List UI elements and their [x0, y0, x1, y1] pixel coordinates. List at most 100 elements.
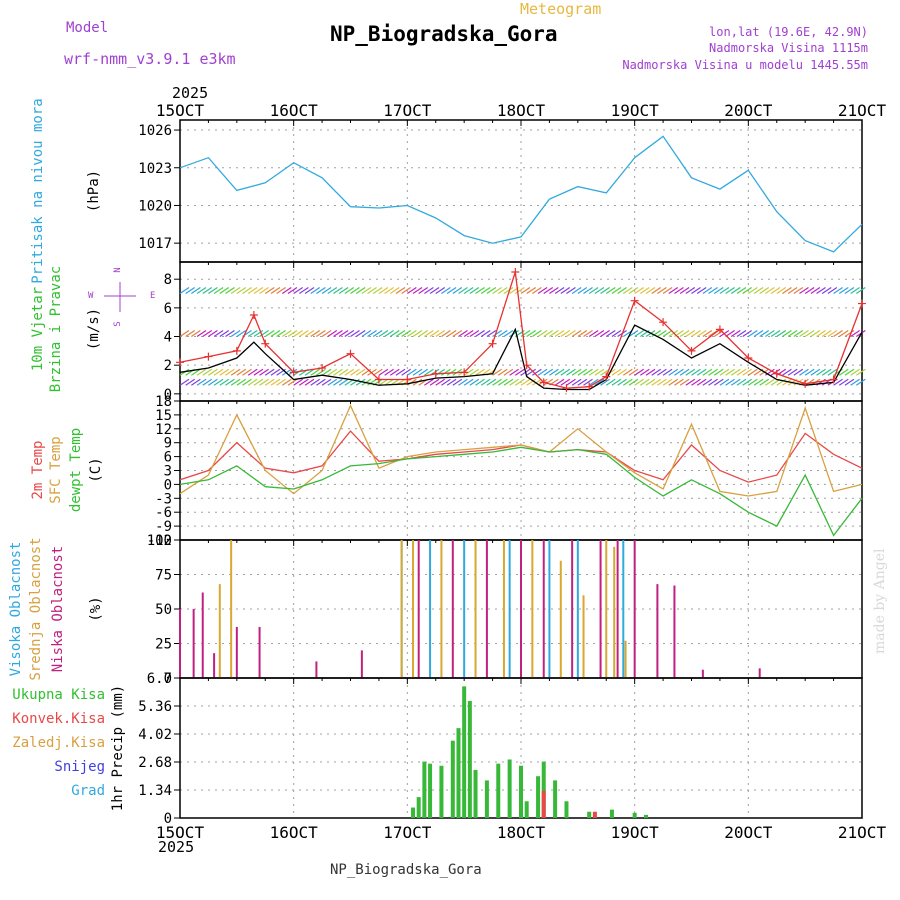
wind-barb: [628, 378, 639, 386]
wind-barb: [583, 330, 593, 338]
wind-barb: [662, 330, 673, 338]
precip-total-bar: [467, 700, 472, 818]
wind-barb: [475, 378, 485, 386]
wind-barb: [736, 287, 747, 295]
wind-barb: [208, 330, 218, 338]
wind-barb: [497, 287, 508, 295]
wind-barb: [350, 287, 360, 295]
model-elevation: Nadmorska Visina u modelu 1445.55m: [622, 58, 868, 72]
wind-ylabel: (m/s): [86, 308, 102, 350]
wind-barb: [685, 287, 696, 295]
precip-total-bar: [644, 814, 649, 818]
wind-barb: [344, 330, 355, 338]
wind-barb: [247, 330, 258, 338]
wind-barb: [287, 287, 298, 295]
wind-gust-marker: [488, 339, 497, 348]
precip-total-bar: [519, 765, 523, 818]
wind-barb: [225, 287, 235, 295]
wind-barb: [463, 368, 474, 376]
wind-barb: [850, 330, 860, 338]
wind-barb: [810, 287, 821, 295]
wind-barb: [247, 287, 258, 295]
wind-barb: [537, 287, 548, 295]
pressure-ytick-label: 1017: [138, 236, 172, 252]
wind-barb: [838, 368, 849, 376]
wind-barb: [645, 287, 656, 295]
wind-barb: [844, 378, 855, 386]
wind-barb: [566, 368, 576, 376]
wind-barb: [350, 368, 360, 376]
wind-barb: [452, 378, 463, 386]
wind-barb: [327, 287, 338, 295]
wind-barb: [855, 378, 866, 386]
wind-barb: [378, 330, 389, 338]
wind-barb: [628, 287, 639, 295]
wind-barb: [600, 287, 610, 295]
wind-barb: [293, 287, 303, 295]
temperature-ytick-label: 18: [155, 394, 172, 410]
wind-barb: [765, 287, 775, 295]
wind-barb: [287, 330, 298, 338]
wind-barb: [384, 287, 394, 295]
wind-barb: [350, 330, 360, 338]
cloud-high-title-label: Visoka Oblacnost: [8, 542, 24, 677]
wind-barb: [827, 330, 838, 338]
wind-barb: [691, 330, 701, 338]
wind-title-label-1: 10m Vjetar: [30, 287, 46, 371]
wind-barb: [509, 330, 519, 338]
x-tick-label-top: 21OCT: [838, 101, 887, 120]
wind-barb: [748, 378, 758, 386]
wind-mean-line: [179, 324, 863, 391]
wind-barb: [696, 287, 707, 295]
wind-barb: [753, 287, 764, 295]
wind-gust-marker: [562, 384, 571, 393]
wind-barb: [685, 330, 696, 338]
wind-barb: [389, 330, 400, 338]
wind-ytick-label: 4: [164, 330, 172, 346]
temp-2m-title-label: 2m Temp: [30, 440, 46, 499]
compass-east-label: E: [150, 291, 155, 301]
wind-barb: [622, 368, 633, 376]
meteogram-label: Meteogram: [520, 0, 602, 18]
wind-barb: [338, 368, 349, 376]
wind-barb: [435, 378, 446, 386]
station-elevation: Nadmorska Visina 1115m: [709, 41, 868, 55]
wind-barb: [651, 368, 662, 376]
pressure-ylabel: (hPa): [86, 170, 102, 212]
wind-gust-marker: [829, 375, 838, 384]
precip-total-bar: [524, 801, 529, 818]
wind-gust-line: [179, 271, 863, 389]
temp-sfc-line: [179, 404, 863, 497]
wind-barb: [424, 368, 434, 376]
wind-barb: [742, 330, 752, 338]
wind-barb: [395, 287, 406, 295]
wind-barb: [378, 287, 389, 295]
wind-barb: [293, 378, 303, 386]
wind-barb: [441, 368, 451, 376]
x-tick-label-top: 17OCT: [383, 101, 432, 120]
wind-barb: [384, 330, 394, 338]
x-tick-label-top: 16OCT: [270, 101, 319, 120]
wind-barb: [259, 330, 269, 338]
wind-barb: [310, 330, 321, 338]
wind-barb: [668, 287, 679, 295]
wind-gust-marker: [204, 352, 213, 361]
wind-barb: [532, 368, 542, 376]
wind-gust-marker: [431, 369, 440, 378]
wind-barb: [475, 330, 485, 338]
pressure-ytick-label: 1026: [138, 123, 172, 139]
wind-barb: [253, 287, 264, 295]
wind-barb: [247, 378, 258, 386]
wind-barb: [640, 287, 650, 295]
wind-barb: [435, 330, 446, 338]
wind-barb: [253, 368, 264, 376]
wind-barb: [594, 378, 605, 386]
wind-barb: [219, 378, 230, 386]
wind-barb: [281, 330, 292, 338]
wind-barb: [196, 330, 207, 338]
wind-barb: [850, 368, 860, 376]
wind-barb: [787, 368, 798, 376]
precip-legend-label: Konvek.Kisa: [12, 711, 105, 727]
pressure-line: [179, 135, 863, 253]
wind-barb: [736, 378, 747, 386]
